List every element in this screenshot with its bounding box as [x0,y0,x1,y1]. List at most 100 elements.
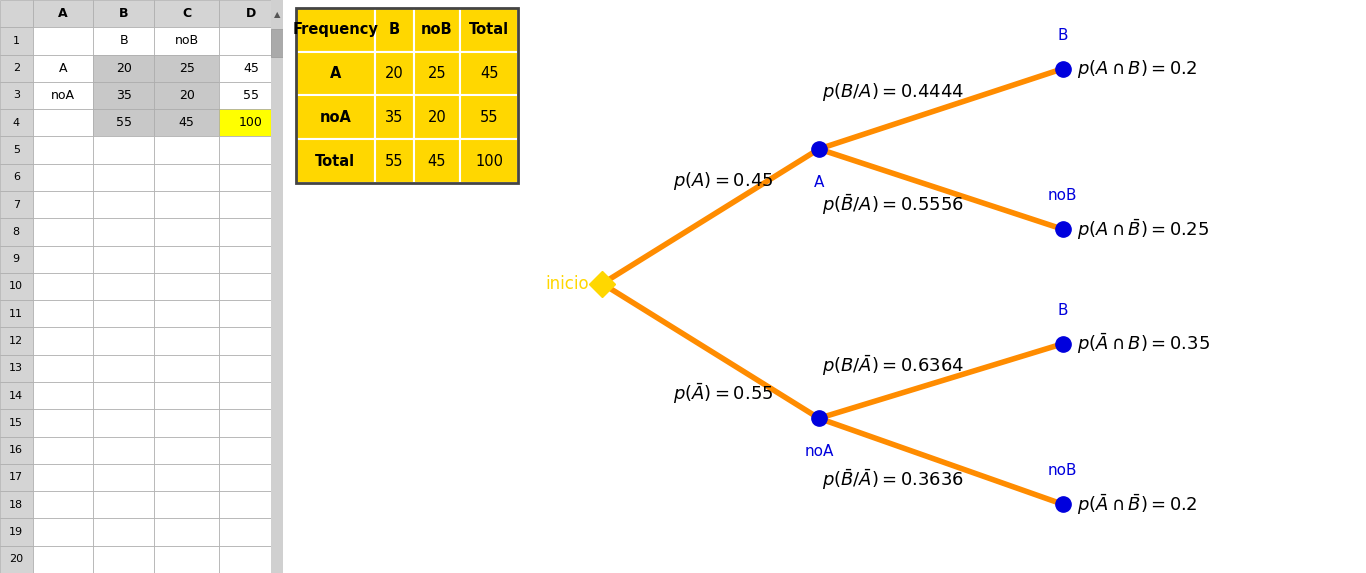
Bar [0,519,33,545]
Bar [0,109,33,136]
Text: $p(\bar{B}/\bar{A}) = 0.3636$: $p(\bar{B}/\bar{A}) = 0.3636$ [822,467,964,492]
Bar [33,519,93,545]
Bar [33,355,93,382]
Text: $p(\bar{A}) = 0.55$: $p(\bar{A}) = 0.55$ [672,381,773,406]
Text: 35: 35 [116,89,131,102]
Bar [33,273,93,300]
Bar [0,355,33,382]
Text: 13: 13 [10,363,23,374]
Text: 45: 45 [428,154,447,168]
Bar [272,0,283,573]
Bar [460,52,518,96]
Text: 45: 45 [479,66,499,81]
Bar [93,164,154,191]
Text: noA: noA [320,110,351,125]
Bar [272,29,283,57]
Bar [374,8,414,52]
Bar [219,246,283,273]
Text: $p(A \cap \bar{B}) = 0.25$: $p(A \cap \bar{B}) = 0.25$ [1076,217,1209,241]
Bar [33,0,93,28]
Bar [414,96,460,139]
Bar [154,355,219,382]
Bar [219,28,283,54]
Text: 1: 1 [12,36,19,46]
Bar [154,191,219,218]
Bar [219,273,283,300]
Text: 100: 100 [475,154,503,168]
Text: 100: 100 [239,116,262,129]
Text: $p(A \cap B) = 0.2$: $p(A \cap B) = 0.2$ [1076,58,1197,80]
Text: B: B [1057,303,1068,318]
Bar [0,246,33,273]
Bar [93,327,154,355]
Text: 25: 25 [428,66,447,81]
Bar [33,409,93,437]
Text: 5: 5 [12,145,19,155]
Bar [219,382,283,409]
Text: 17: 17 [10,473,23,482]
Text: 14: 14 [10,391,23,401]
Bar [33,82,93,109]
Text: $p(\bar{A} \cap B) = 0.35$: $p(\bar{A} \cap B) = 0.35$ [1076,332,1210,356]
Bar [154,300,219,327]
Bar [0,409,33,437]
Bar [93,246,154,273]
Bar [414,8,460,52]
Text: A: A [329,66,342,81]
Bar [154,136,219,164]
Bar [33,300,93,327]
Bar [0,54,33,82]
Bar [154,437,219,464]
Bar [33,545,93,573]
Text: $p(A) = 0.45$: $p(A) = 0.45$ [672,170,773,192]
Text: 45: 45 [243,62,260,74]
Text: 20: 20 [385,66,403,81]
Text: 4: 4 [12,118,20,128]
Bar [154,246,219,273]
Bar [0,437,33,464]
Bar [219,519,283,545]
Bar [0,164,33,191]
Bar [33,136,93,164]
Bar [154,82,219,109]
Text: noA: noA [805,444,833,459]
Bar [154,545,219,573]
Bar [0,136,33,164]
Text: $p(\bar{A} \cap \bar{B}) = 0.2$: $p(\bar{A} \cap \bar{B}) = 0.2$ [1076,492,1197,516]
Bar [0,0,33,28]
Bar [93,355,154,382]
Text: 2: 2 [12,63,20,73]
Bar [33,327,93,355]
Bar [154,54,219,82]
Bar [219,136,283,164]
Text: Total: Total [469,22,510,37]
Bar [93,382,154,409]
Bar [154,28,219,54]
Bar [93,136,154,164]
Bar [0,491,33,519]
Text: 45: 45 [179,116,194,129]
Bar [219,491,283,519]
Bar [93,218,154,246]
Bar [33,164,93,191]
Bar [0,273,33,300]
Bar [460,96,518,139]
Text: 20: 20 [179,89,194,102]
Bar [93,409,154,437]
Bar [374,96,414,139]
Text: $p(\bar{B}/A) = 0.5556$: $p(\bar{B}/A) = 0.5556$ [822,192,964,217]
Bar [296,139,374,183]
Bar [154,273,219,300]
Text: A: A [814,175,824,190]
Text: 9: 9 [12,254,20,264]
Bar [33,437,93,464]
Bar [219,164,283,191]
Text: $p(B/A) = 0.4444$: $p(B/A) = 0.4444$ [822,81,964,103]
Bar [33,464,93,491]
Bar [93,273,154,300]
Bar [33,382,93,409]
Bar [154,464,219,491]
Text: B: B [119,7,128,20]
Bar [0,300,33,327]
Text: 19: 19 [10,527,23,537]
